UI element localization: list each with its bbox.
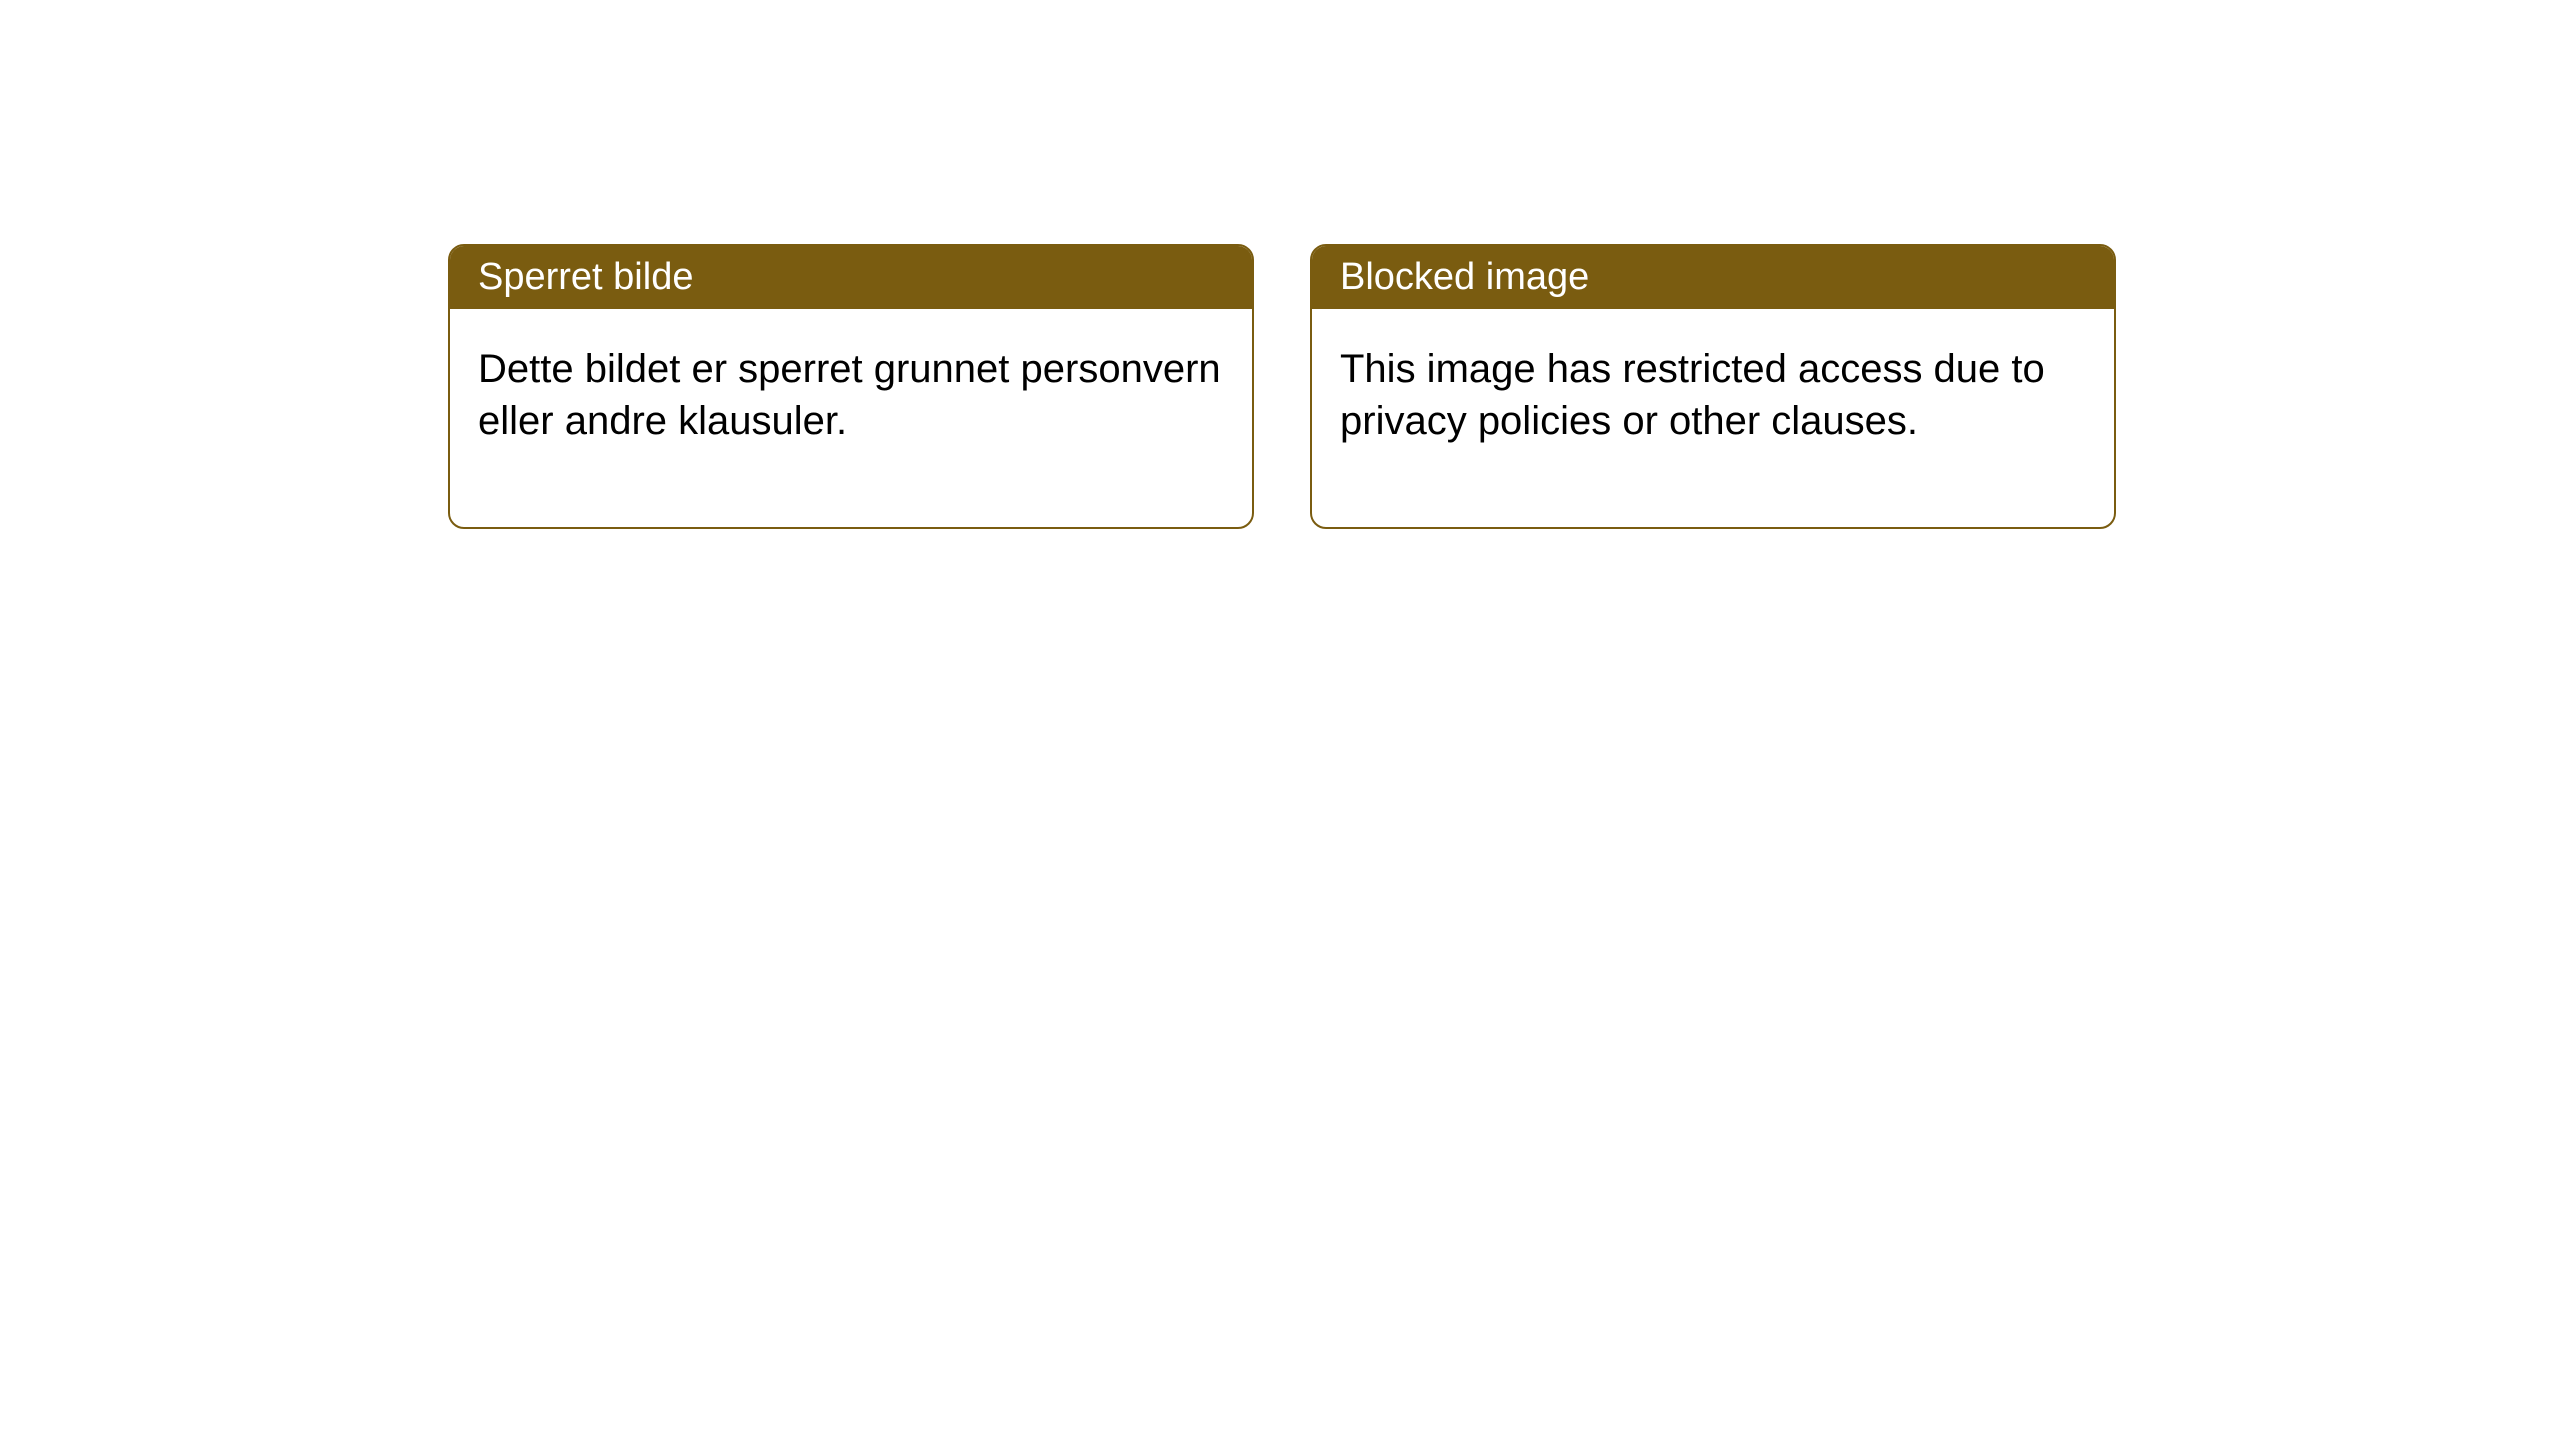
notice-body: This image has restricted access due to … bbox=[1312, 309, 2114, 527]
notice-header: Sperret bilde bbox=[450, 246, 1252, 309]
notice-header: Blocked image bbox=[1312, 246, 2114, 309]
notice-body: Dette bildet er sperret grunnet personve… bbox=[450, 309, 1252, 527]
notice-card-norwegian: Sperret bilde Dette bildet er sperret gr… bbox=[448, 244, 1254, 529]
notice-container: Sperret bilde Dette bildet er sperret gr… bbox=[0, 0, 2560, 529]
notice-card-english: Blocked image This image has restricted … bbox=[1310, 244, 2116, 529]
